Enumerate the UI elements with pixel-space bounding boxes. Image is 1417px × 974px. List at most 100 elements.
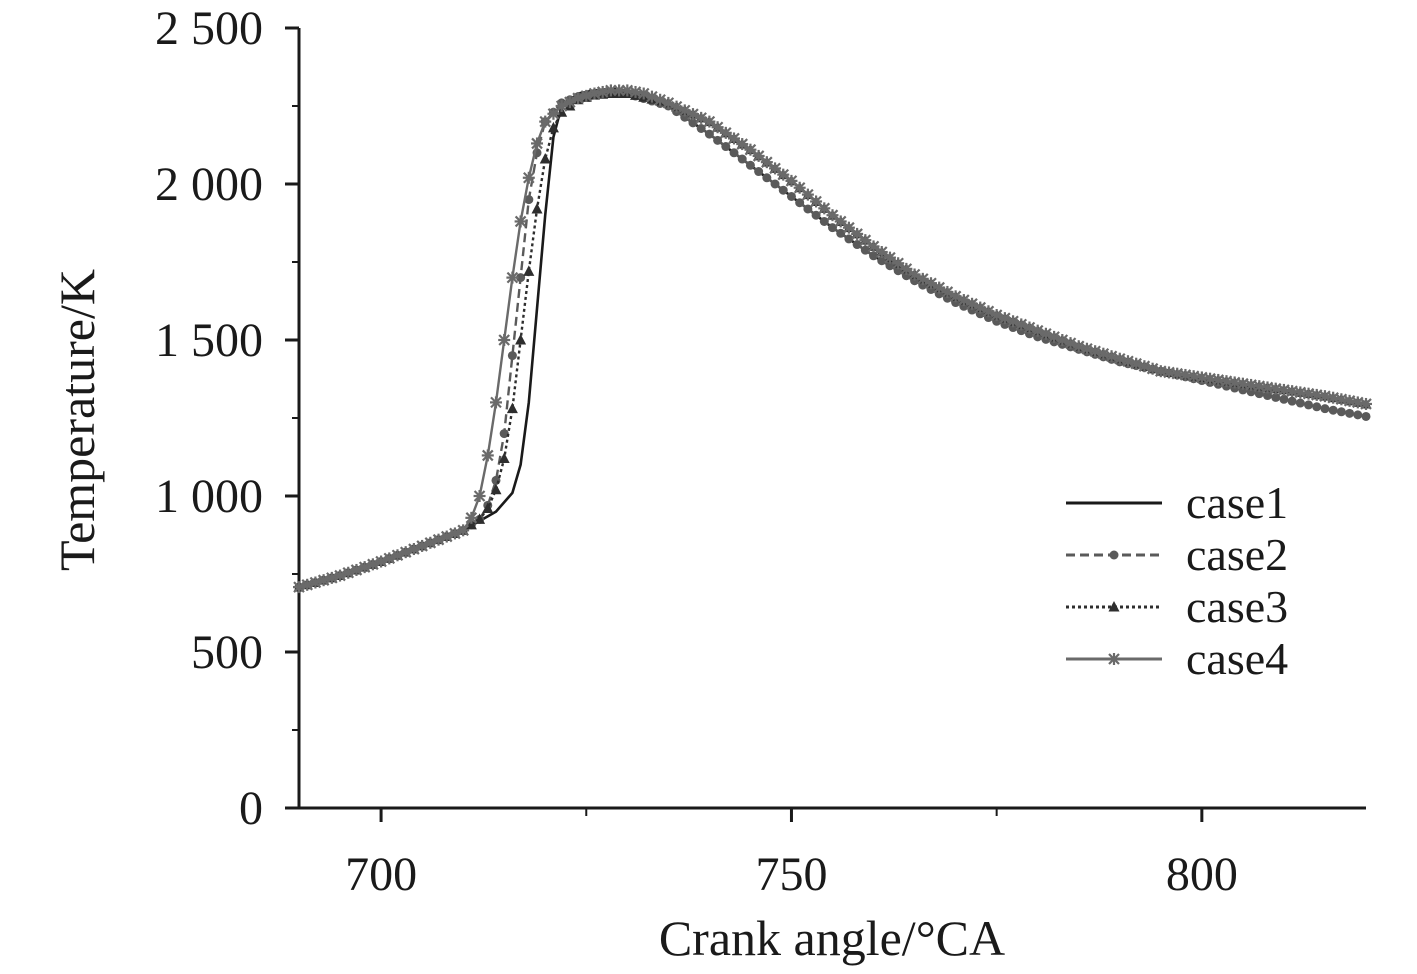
marker-case2 [721,142,731,152]
marker-case2 [836,228,846,238]
marker-case3 [465,518,477,530]
marker-case4 [769,162,782,175]
marker-case2 [1320,404,1330,414]
marker-case4 [892,257,905,270]
marker-case4 [1089,345,1102,358]
legend-marker [1108,653,1120,665]
marker-case4 [859,234,872,247]
y-tick-label: 0 [239,782,263,835]
y-tick-label: 1 000 [155,470,263,523]
legend-label: case1 [1186,477,1288,528]
marker-case2 [1263,391,1273,401]
marker-case2 [1361,411,1371,421]
marker-case4 [1335,393,1348,406]
marker-case4 [572,92,585,105]
marker-case2 [713,135,723,145]
marker-case4 [465,511,478,524]
marker-case2 [729,148,739,158]
x-tick-label: 750 [755,848,827,901]
marker-case4 [580,89,593,102]
marker-case4 [900,262,913,275]
marker-case2 [795,198,805,208]
marker-case4 [752,149,765,162]
series-case4 [293,84,1372,594]
marker-case3 [523,265,535,276]
x-tick-label: 700 [345,848,417,901]
marker-case4 [883,251,896,264]
y-tick-label: 500 [191,626,263,679]
marker-case4 [1236,377,1249,390]
marker-case3 [506,402,518,414]
marker-case2 [516,273,526,283]
marker-case4 [522,171,535,184]
marker-case4 [851,227,864,240]
legend-marker [1109,550,1119,560]
marker-case4 [728,132,741,145]
marker-case2 [803,204,813,214]
marker-case4 [867,240,880,253]
marker-case3 [539,153,551,164]
marker-case2 [1271,392,1281,402]
marker-case2 [828,223,837,233]
marker-case2 [770,179,780,189]
marker-case4 [834,215,847,228]
marker-case2 [1246,387,1256,397]
marker-case4 [489,396,502,409]
marker-case4 [1360,397,1372,410]
marker-case2 [507,351,517,361]
marker-case4 [760,156,773,169]
marker-case4 [711,121,724,134]
marker-case3 [490,483,502,495]
legend-item-case4: case4 [1066,633,1288,684]
marker-case4 [498,334,511,346]
y-axis-title: Temperature/K [49,269,105,571]
marker-case3 [531,202,543,214]
marker-case4 [596,85,609,98]
marker-case3 [547,121,559,133]
legend-item-case3: case3 [1066,581,1288,632]
axes: 0 500 1 000 1 500 2 000 2 500 700 750 800 [155,2,1366,901]
marker-case2 [499,429,509,439]
marker-case4 [1072,340,1085,353]
marker-case4 [826,209,839,222]
marker-case4 [309,576,322,589]
marker-case4 [777,168,790,181]
legend-label: case2 [1186,529,1288,580]
marker-case4 [457,524,470,537]
marker-case2 [1279,394,1289,404]
marker-case2 [704,129,714,139]
legend-item-case2: case2 [1066,529,1288,580]
marker-case2 [762,173,772,183]
marker-case2 [844,234,854,244]
marker-case3 [498,452,510,464]
legend-marker [1108,601,1120,612]
y-tick-label: 2 500 [155,2,263,55]
marker-case4 [1031,324,1044,337]
marker-case2 [860,245,870,255]
marker-case3 [515,334,527,345]
marker-case2 [688,118,698,128]
marker-case2 [786,191,796,201]
marker-case4 [736,138,749,151]
marker-case2 [778,185,788,195]
marker-case2 [869,251,879,261]
marker-case2 [1328,405,1338,415]
marker-case4 [514,215,527,228]
x-axis-title: Crank angle/°CA [659,910,1005,966]
marker-case4 [301,578,314,591]
marker-case2 [811,210,821,220]
legend-label: case4 [1186,633,1288,684]
y-tick-label: 1 500 [155,314,263,367]
marker-case4 [317,574,330,587]
marker-case2 [852,240,862,250]
marker-case2 [1287,396,1297,406]
marker-case4 [1080,342,1093,355]
marker-case4 [719,126,732,139]
marker-case4 [293,581,305,594]
marker-case2 [1312,402,1322,412]
marker-case4 [473,490,486,502]
marker-case4 [506,271,519,284]
marker-case4 [325,571,338,584]
